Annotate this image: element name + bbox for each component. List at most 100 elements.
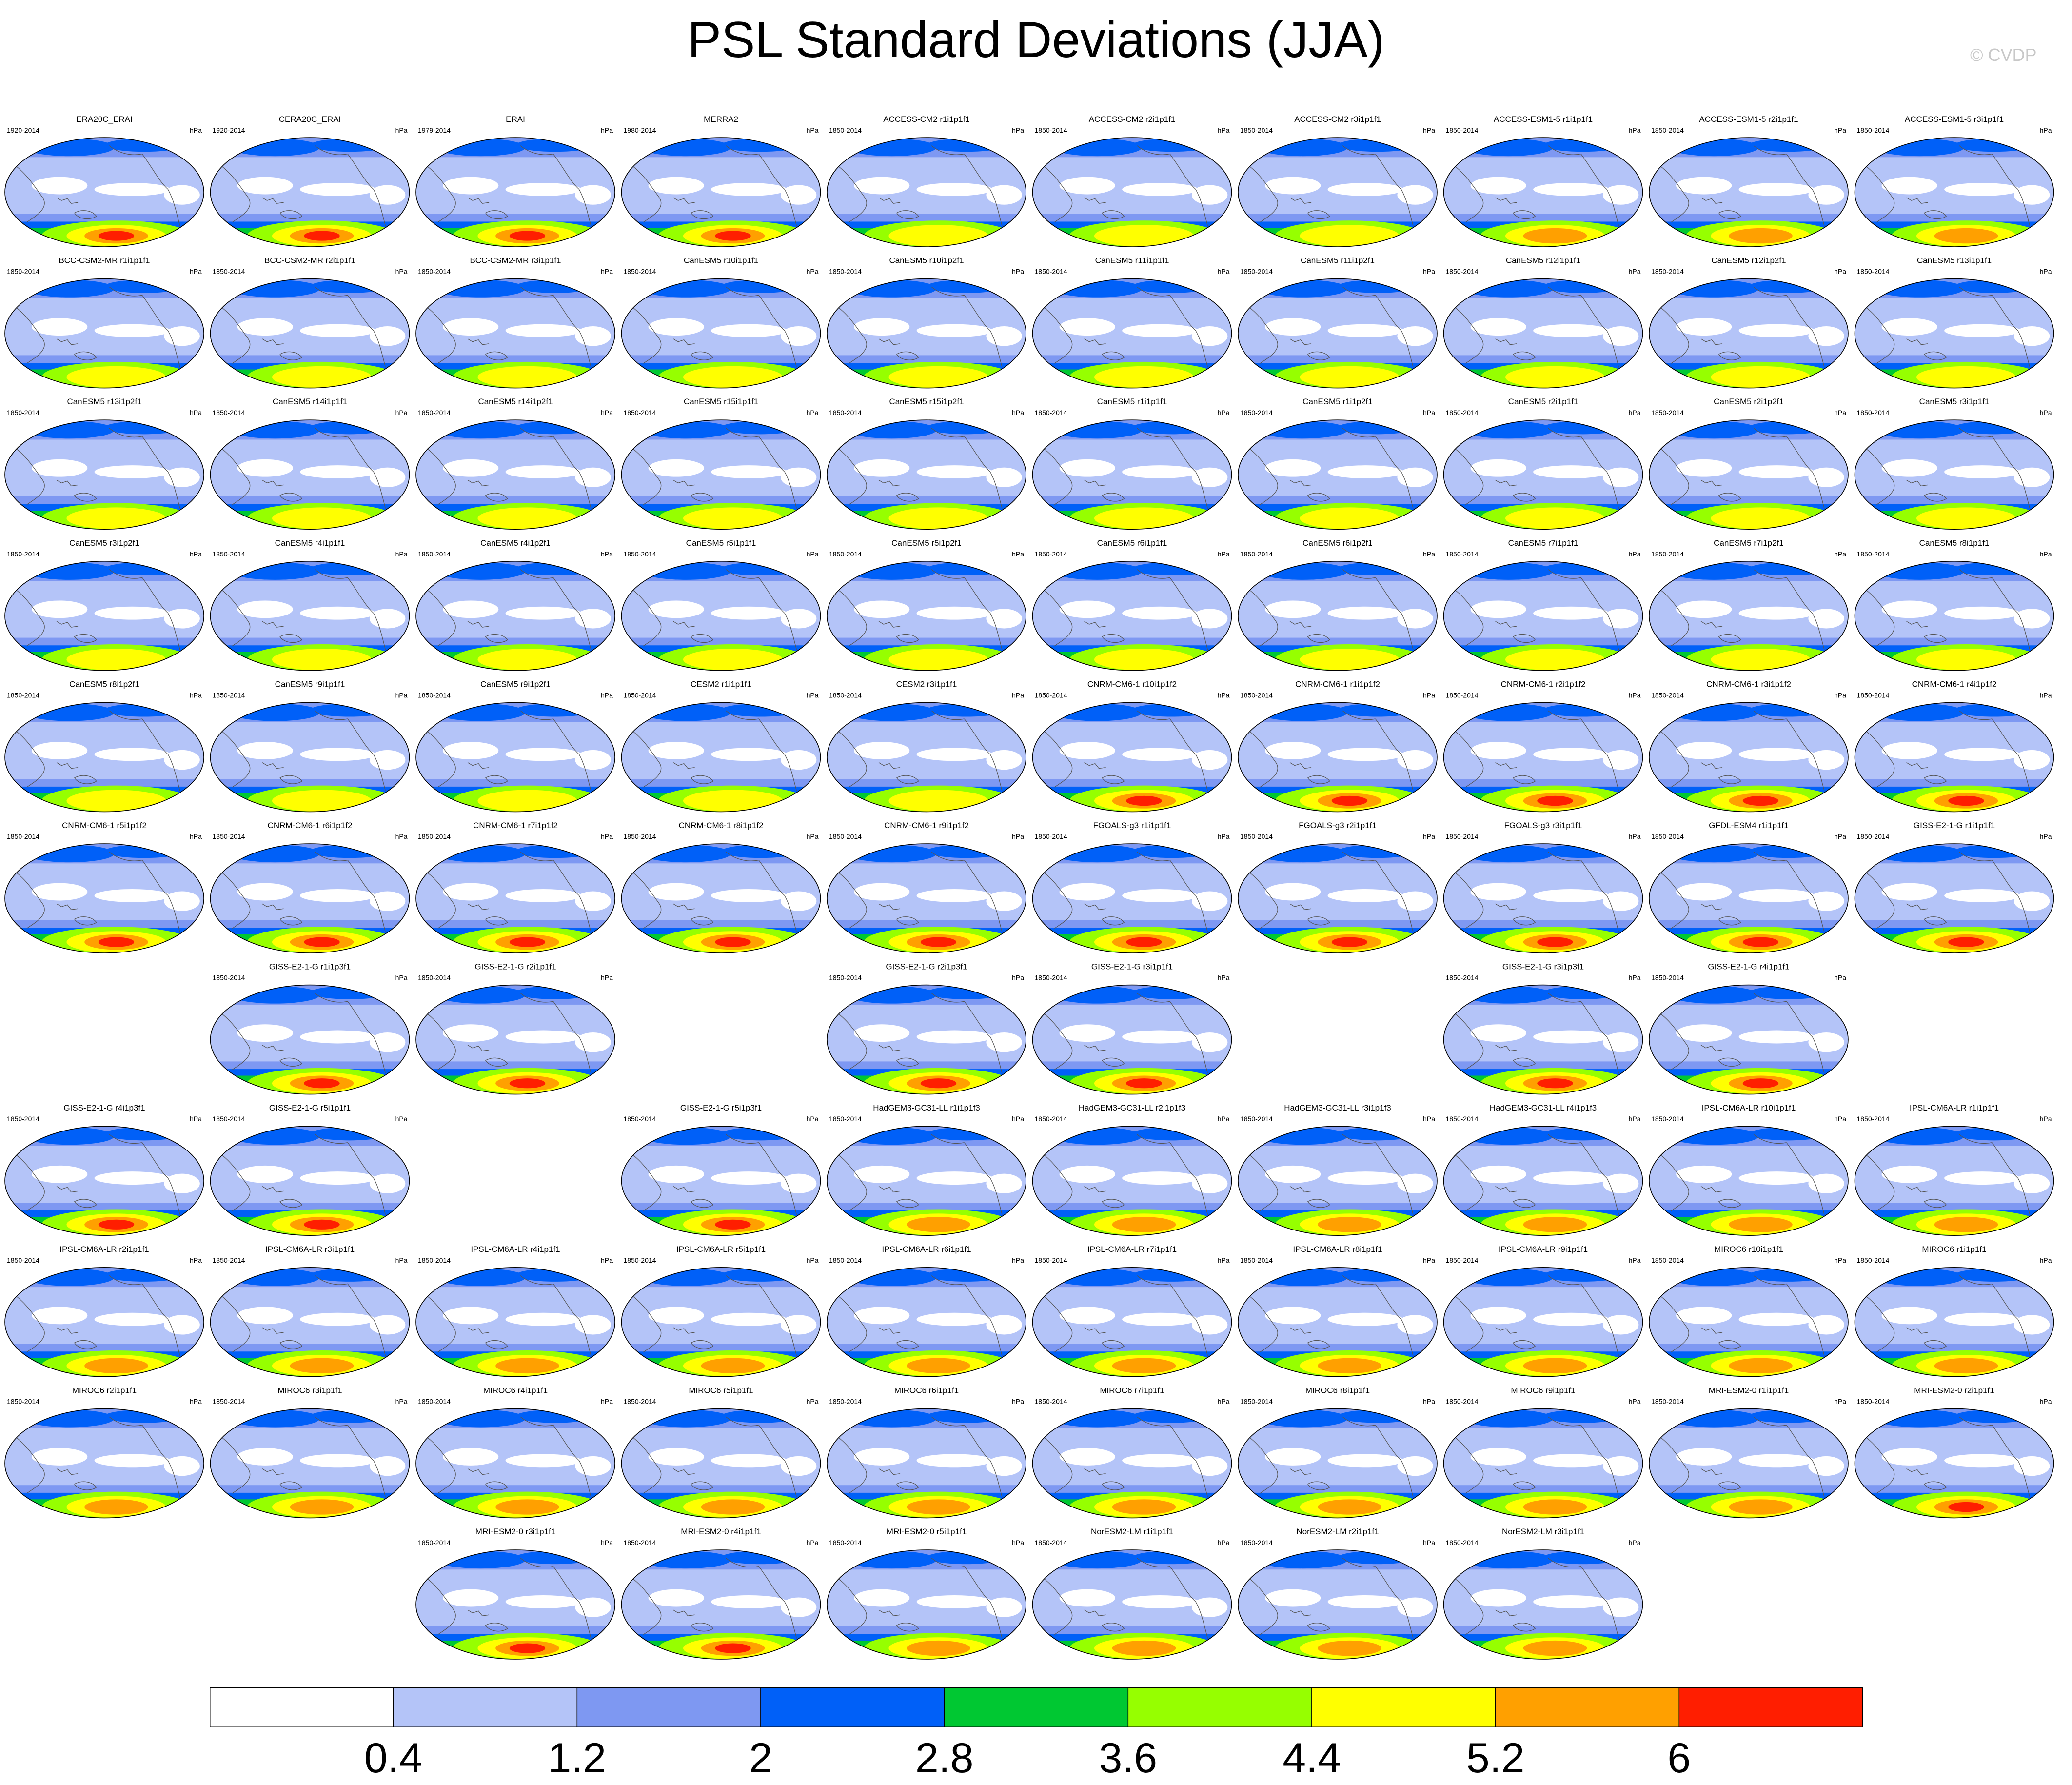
panel-title: MRI-ESM2-0 r2i1p1f1: [1914, 1386, 1994, 1395]
field-cell-north: [1543, 1269, 1623, 1282]
panel-field: [1443, 561, 1643, 671]
panel-title: ACCESS-CM2 r3i1p1f1: [1294, 115, 1381, 124]
field-low-patch: [711, 606, 787, 620]
panel-field: [1855, 561, 2054, 671]
panel-years: 1850-2014: [1446, 1115, 1479, 1123]
panel-years: 1850-2014: [7, 268, 39, 276]
field-max: [495, 1499, 559, 1515]
field-max: [1523, 228, 1587, 244]
panel-field: [416, 985, 615, 1094]
panel-field: [1443, 1267, 1643, 1377]
field-cell-north: [1338, 1551, 1418, 1565]
field-low-patch: [1059, 1589, 1115, 1607]
panel-units: hPa: [1218, 1256, 1230, 1264]
map-panel: 1850-2014 HadGEM3-GC31-LL r4i1p1f3 hPa: [1443, 1103, 1643, 1236]
coastlines: [420, 1558, 592, 1639]
coastlines: [626, 569, 797, 650]
field-low-patch: [1533, 182, 1609, 196]
field-low-patch: [575, 185, 611, 205]
coastlines: [215, 428, 386, 509]
field-cell-north: [1543, 139, 1623, 152]
field-low-patch: [1944, 1454, 2020, 1468]
panel-title: IPSL-CM6A-LR r10i1p1f1: [1702, 1103, 1796, 1112]
field-low-patch: [1738, 1454, 1815, 1468]
field-max: [907, 1358, 970, 1374]
panel-field: [1032, 138, 1232, 247]
colorbar-box: [1678, 1687, 1863, 1728]
panel-years: 1850-2014: [213, 409, 245, 416]
colorbar-tick-label: 1.2: [548, 1735, 607, 1782]
panel-units: hPa: [1012, 1115, 1024, 1123]
field-low-patch: [505, 1454, 581, 1468]
panel-field: [416, 1408, 615, 1518]
panel-units: hPa: [1629, 691, 1641, 699]
field-max: [1729, 1217, 1793, 1232]
panel-years: 1920-2014: [213, 126, 245, 134]
panel-title: IPSL-CM6A-LR r6i1p1f1: [882, 1245, 971, 1254]
field-cell-north: [310, 279, 390, 293]
panel-title: IPSL-CM6A-LR r2i1p1f1: [59, 1245, 149, 1254]
field-max: [715, 231, 751, 241]
panel-title: IPSL-CM6A-LR r8i1p1f1: [1293, 1245, 1382, 1254]
coastlines: [1037, 1558, 1208, 1639]
field-low-patch: [1944, 1171, 2020, 1185]
colorbar-box: [944, 1687, 1129, 1728]
field-max: [1537, 1078, 1573, 1089]
field-low-patch: [711, 748, 787, 761]
panel-field: [827, 1126, 1026, 1236]
panel-field: [1443, 844, 1643, 953]
globe-outline: [415, 278, 615, 389]
coastlines: [215, 852, 386, 932]
field-low-patch: [986, 326, 1022, 346]
field-low-patch: [505, 606, 581, 620]
map-panel: 1850-2014 CanESM5 r14i1p1f1 hPa: [210, 397, 410, 530]
panel-field: [1032, 420, 1232, 530]
panel-units: hPa: [395, 833, 408, 840]
field-max: [1112, 1640, 1176, 1656]
field-max: [477, 507, 577, 530]
field-low-patch: [1602, 891, 1639, 911]
field-low-patch: [32, 600, 88, 618]
map-panel: 1850-2014 NorESM2-LM r2i1p1f1 hPa: [1238, 1527, 1438, 1660]
coastlines: [1037, 992, 1208, 1074]
field-max: [66, 649, 166, 671]
coastlines: [215, 710, 386, 792]
globe-outline: [1032, 1408, 1232, 1519]
field-low-patch: [1191, 1173, 1228, 1193]
map-panel: 1850-2014 CanESM5 r9i1p1f1 hPa: [210, 679, 410, 813]
colorbar-tick-label: 6: [1667, 1735, 1691, 1782]
coastlines: [626, 428, 797, 509]
globe-outline: [1032, 278, 1232, 389]
field-low-patch: [1944, 889, 2020, 902]
field-max: [920, 1078, 957, 1089]
globe-outline: [4, 278, 204, 389]
globe-outline: [210, 278, 410, 389]
field-max: [1711, 649, 1811, 671]
field-low-patch: [32, 459, 88, 477]
field-low-patch: [1676, 883, 1732, 901]
coastlines: [1037, 852, 1208, 932]
coastlines: [1859, 852, 2031, 932]
field-low-patch: [1470, 318, 1526, 336]
field-max: [1523, 1358, 1587, 1374]
field-low-patch: [1881, 318, 1937, 336]
field-cell-north: [1338, 1269, 1418, 1282]
field-low-patch: [648, 742, 704, 759]
field-low-patch: [916, 1030, 992, 1044]
field-cell-north: [1954, 421, 2034, 435]
field-cell-north: [1543, 1127, 1623, 1141]
coastlines: [9, 1275, 180, 1356]
field-low-patch: [1397, 1173, 1433, 1193]
coastlines: [9, 1134, 180, 1215]
globe-outline: [621, 843, 821, 953]
panel-title: MRI-ESM2-0 r4i1p1f1: [681, 1527, 761, 1536]
field-low-patch: [1738, 1030, 1815, 1044]
field-low-patch: [2013, 1456, 2050, 1476]
field-low-patch: [1327, 1312, 1403, 1326]
panel-title: CNRM-CM6-1 r5i1p1f2: [62, 821, 147, 830]
field-low-patch: [237, 459, 293, 477]
field-low-patch: [1265, 1307, 1321, 1325]
field-cell-north: [1749, 1409, 1829, 1423]
panel-units: hPa: [1012, 126, 1024, 134]
panel-field: [1855, 1408, 2054, 1518]
